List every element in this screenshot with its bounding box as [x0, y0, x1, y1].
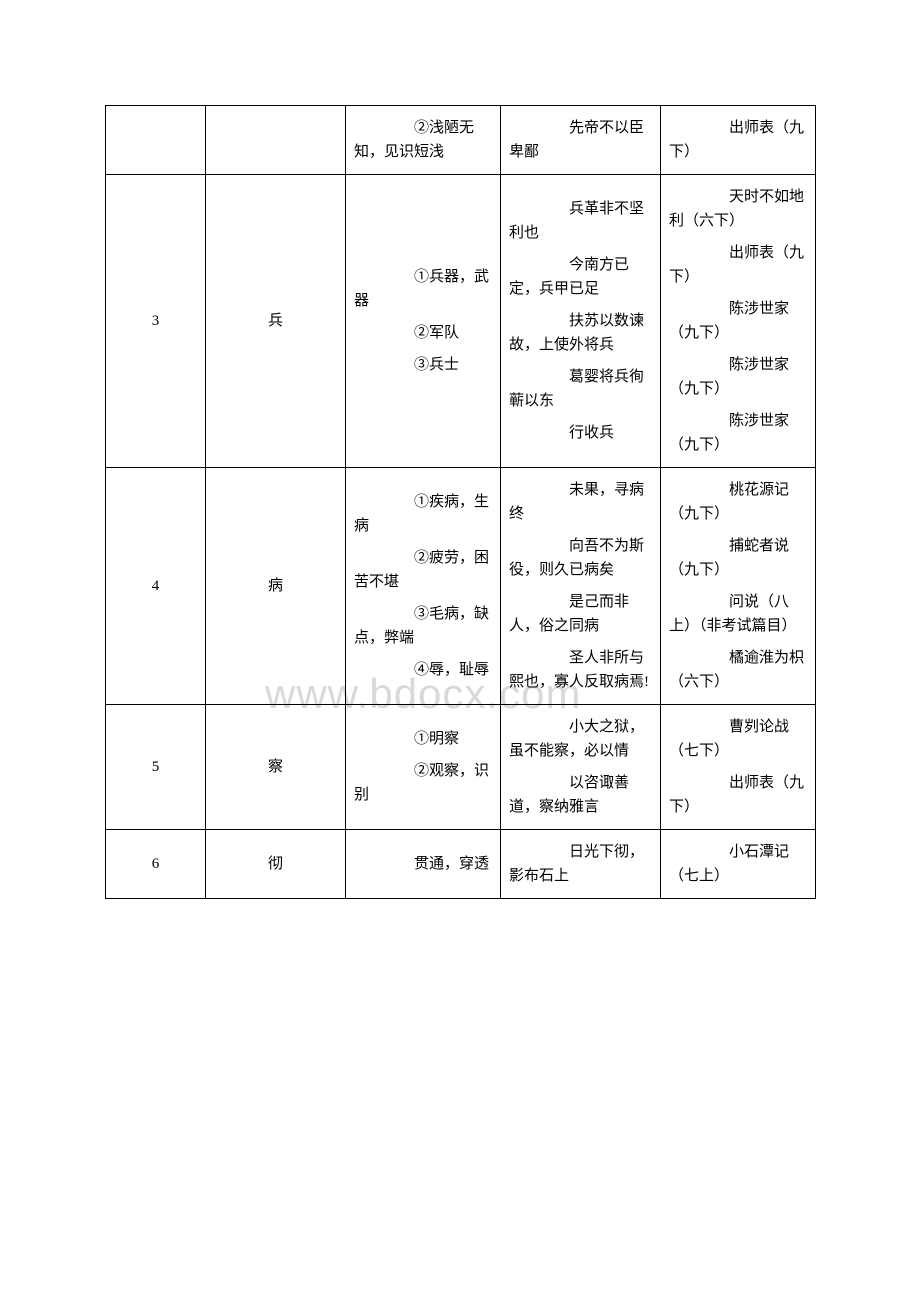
meaning-item: ②观察，识别	[354, 759, 492, 807]
meaning-item: ①兵器，武器	[354, 265, 492, 313]
source-item: 陈涉世家（九下）	[669, 409, 807, 457]
cell-meaning: 贯通，穿透	[346, 830, 501, 899]
example-item: 行收兵	[509, 421, 652, 445]
cell-source: 曹刿论战（七下） 出师表（九下）	[661, 705, 816, 830]
table-row: 3 兵 ①兵器，武器 ②军队 ③兵士 兵革非不坚利也 今南方已定，兵甲已足 扶苏…	[106, 175, 816, 468]
character-table: ②浅陋无知，见识短浅 先帝不以臣卑鄙 出师表（九下） 3 兵 ①兵器，武器 ②军…	[105, 105, 816, 899]
cell-meaning: ①兵器，武器 ②军队 ③兵士	[346, 175, 501, 468]
cell-meaning: ②浅陋无知，见识短浅	[346, 106, 501, 175]
table-row: 6 彻 贯通，穿透 日光下彻，影布石上 小石潭记（七上）	[106, 830, 816, 899]
cell-example: 先帝不以臣卑鄙	[501, 106, 661, 175]
source-item: 天时不如地利（六下）	[669, 185, 807, 233]
cell-example: 日光下彻，影布石上	[501, 830, 661, 899]
meaning-item: ③兵士	[354, 353, 492, 377]
cell-source: 天时不如地利（六下） 出师表（九下） 陈涉世家（九下） 陈涉世家（九下） 陈涉世…	[661, 175, 816, 468]
cell-num: 6	[106, 830, 206, 899]
example-item: 未果，寻病终	[509, 478, 652, 526]
table-row: ②浅陋无知，见识短浅 先帝不以臣卑鄙 出师表（九下）	[106, 106, 816, 175]
cell-num	[106, 106, 206, 175]
source-item: 小石潭记（七上）	[669, 840, 807, 888]
meaning-item: ②军队	[354, 321, 492, 345]
table-row: 4 病 ①疾病，生病 ②疲劳，困苦不堪 ③毛病，缺点，弊端 ④辱，耻辱 未果，寻…	[106, 468, 816, 705]
cell-meaning: ①明察 ②观察，识别	[346, 705, 501, 830]
meaning-item: ②浅陋无知，见识短浅	[354, 116, 492, 164]
cell-num: 4	[106, 468, 206, 705]
example-item: 圣人非所与熙也，寡人反取病焉!	[509, 646, 652, 694]
example-item: 今南方已定，兵甲已足	[509, 253, 652, 301]
source-item: 捕蛇者说（九下）	[669, 534, 807, 582]
cell-meaning: ①疾病，生病 ②疲劳，困苦不堪 ③毛病，缺点，弊端 ④辱，耻辱	[346, 468, 501, 705]
cell-num: 3	[106, 175, 206, 468]
cell-example: 兵革非不坚利也 今南方已定，兵甲已足 扶苏以数谏故，上使外将兵 葛婴将兵徇蕲以东…	[501, 175, 661, 468]
example-item: 是己而非人，俗之同病	[509, 590, 652, 638]
meaning-item: ①明察	[354, 727, 492, 751]
cell-char: 察	[206, 705, 346, 830]
example-item: 小大之狱，虽不能察，必以情	[509, 715, 652, 763]
source-item: 陈涉世家（九下）	[669, 297, 807, 345]
example-item: 向吾不为斯役，则久已病矣	[509, 534, 652, 582]
source-item: 桃花源记（九下）	[669, 478, 807, 526]
meaning-item: ③毛病，缺点，弊端	[354, 602, 492, 650]
cell-source: 小石潭记（七上）	[661, 830, 816, 899]
example-item: 先帝不以臣卑鄙	[509, 116, 652, 164]
document-page: ②浅陋无知，见识短浅 先帝不以臣卑鄙 出师表（九下） 3 兵 ①兵器，武器 ②军…	[0, 0, 920, 959]
cell-char: 病	[206, 468, 346, 705]
source-item: 陈涉世家（九下）	[669, 353, 807, 401]
meaning-item: ②疲劳，困苦不堪	[354, 546, 492, 594]
source-item: 曹刿论战（七下）	[669, 715, 807, 763]
example-item: 葛婴将兵徇蕲以东	[509, 365, 652, 413]
example-item: 以咨诹善道，察纳雅言	[509, 771, 652, 819]
meaning-item: 贯通，穿透	[354, 852, 492, 876]
table-row: 5 察 ①明察 ②观察，识别 小大之狱，虽不能察，必以情 以咨诹善道，察纳雅言 …	[106, 705, 816, 830]
example-item: 兵革非不坚利也	[509, 197, 652, 245]
source-item: 出师表（九下）	[669, 116, 807, 164]
cell-example: 未果，寻病终 向吾不为斯役，则久已病矣 是己而非人，俗之同病 圣人非所与熙也，寡…	[501, 468, 661, 705]
cell-source: 出师表（九下）	[661, 106, 816, 175]
example-item: 日光下彻，影布石上	[509, 840, 652, 888]
cell-source: 桃花源记（九下） 捕蛇者说（九下） 问说（八上）（非考试篇目） 橘逾淮为枳（六下…	[661, 468, 816, 705]
cell-example: 小大之狱，虽不能察，必以情 以咨诹善道，察纳雅言	[501, 705, 661, 830]
source-item: 出师表（九下）	[669, 771, 807, 819]
source-item: 出师表（九下）	[669, 241, 807, 289]
example-item: 扶苏以数谏故，上使外将兵	[509, 309, 652, 357]
cell-num: 5	[106, 705, 206, 830]
source-item: 橘逾淮为枳（六下）	[669, 646, 807, 694]
cell-char: 彻	[206, 830, 346, 899]
meaning-item: ④辱，耻辱	[354, 658, 492, 682]
cell-char	[206, 106, 346, 175]
table-body: ②浅陋无知，见识短浅 先帝不以臣卑鄙 出师表（九下） 3 兵 ①兵器，武器 ②军…	[106, 106, 816, 899]
source-item: 问说（八上）（非考试篇目）	[669, 590, 807, 638]
meaning-item: ①疾病，生病	[354, 490, 492, 538]
cell-char: 兵	[206, 175, 346, 468]
